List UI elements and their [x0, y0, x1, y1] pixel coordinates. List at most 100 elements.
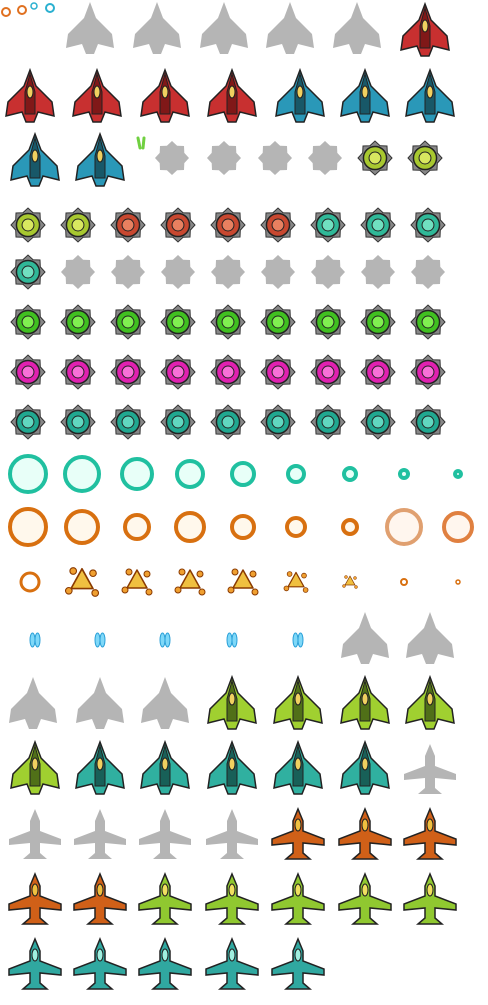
- gear-core: [321, 415, 335, 429]
- ship-cockpit: [294, 692, 302, 706]
- gear: [60, 207, 96, 243]
- gear-core: [371, 315, 385, 329]
- explosion-bit: [353, 576, 357, 580]
- ring: [286, 464, 306, 484]
- gear: [160, 354, 196, 390]
- bullet-r: [297, 632, 304, 648]
- plane-shape: [73, 937, 127, 990]
- plane: [271, 807, 325, 860]
- ship-cockpit: [161, 757, 169, 771]
- plane-shape: [73, 872, 127, 925]
- explosion-bit: [342, 584, 346, 588]
- bullet-l: [159, 632, 166, 648]
- gear: [210, 404, 246, 440]
- gear-core: [121, 218, 135, 232]
- gear: [310, 207, 346, 243]
- gear-core: [221, 218, 235, 232]
- plane-cockpit: [426, 883, 434, 897]
- explosion-core: [344, 575, 356, 586]
- ship: [273, 739, 323, 795]
- gear-core: [71, 415, 85, 429]
- gear-teeth: [411, 255, 445, 289]
- ship-wing: [66, 2, 114, 54]
- gear: [60, 354, 96, 390]
- plane-cockpit: [228, 883, 236, 897]
- gear: [210, 207, 246, 243]
- ship-cockpit: [93, 85, 101, 99]
- gear-core: [121, 315, 135, 329]
- explosion-core: [287, 571, 305, 588]
- ship: [273, 674, 323, 730]
- gear-core: [21, 365, 35, 379]
- ship-cockpit: [31, 149, 39, 163]
- gear: [360, 354, 396, 390]
- plane-shape: [74, 809, 126, 859]
- ship-wing: [333, 2, 381, 54]
- ship-cockpit: [26, 85, 34, 99]
- ship-cockpit: [31, 757, 39, 771]
- gear-core: [371, 415, 385, 429]
- ring: [442, 511, 474, 543]
- gear-shadow: [411, 255, 445, 289]
- plane-shape: [138, 872, 192, 925]
- bullet-l: [292, 632, 299, 648]
- ring: [400, 578, 408, 586]
- gear: [260, 354, 296, 390]
- explosion-core: [179, 569, 201, 589]
- gear: [110, 404, 146, 440]
- gear-core: [271, 365, 285, 379]
- ship-shadow: [66, 2, 114, 54]
- gear-core: [121, 365, 135, 379]
- explosion: [121, 568, 153, 596]
- plane: [403, 872, 457, 925]
- gear: [410, 354, 446, 390]
- ring: [342, 466, 358, 482]
- gear-core: [371, 218, 385, 232]
- ship: [405, 67, 455, 123]
- gear: [210, 354, 246, 390]
- plane-shape: [271, 937, 325, 990]
- spark: [136, 136, 146, 150]
- plane: [205, 872, 259, 925]
- ring: [230, 514, 256, 540]
- plane-shadow: [206, 809, 258, 859]
- gear-core: [368, 151, 382, 165]
- ring: [175, 459, 205, 489]
- plane-cockpit: [294, 818, 302, 832]
- gear-core: [421, 218, 435, 232]
- gear-core: [271, 415, 285, 429]
- explosion-bit: [286, 571, 293, 577]
- plane-shadow: [74, 809, 126, 859]
- ring: [45, 3, 55, 13]
- bullet: [159, 632, 171, 648]
- plane-cockpit: [228, 948, 236, 962]
- gear-core: [171, 218, 185, 232]
- explosion-bit: [231, 568, 239, 576]
- gear-core: [221, 315, 235, 329]
- explosion-bit: [301, 572, 307, 579]
- plane-shape: [271, 807, 325, 860]
- explosion-bit: [283, 585, 290, 592]
- gear: [110, 304, 146, 340]
- explosion-bit: [69, 567, 78, 575]
- plane: [8, 937, 62, 990]
- explosion: [227, 568, 259, 596]
- plane: [403, 807, 457, 860]
- gear-shadow: [361, 255, 395, 289]
- gear: [310, 304, 346, 340]
- ship-shadow: [76, 677, 124, 729]
- gear: [410, 304, 446, 340]
- bullet-l: [226, 632, 233, 648]
- bullet-r: [164, 632, 171, 648]
- ring: [64, 509, 100, 545]
- gear-teeth: [311, 255, 345, 289]
- gear-core: [21, 415, 35, 429]
- plane-shadow: [9, 809, 61, 859]
- gear: [410, 207, 446, 243]
- gear: [10, 254, 46, 290]
- gear-core: [271, 218, 285, 232]
- plane-cockpit: [31, 948, 39, 962]
- explosion: [342, 575, 358, 589]
- ship: [140, 739, 190, 795]
- gear: [260, 207, 296, 243]
